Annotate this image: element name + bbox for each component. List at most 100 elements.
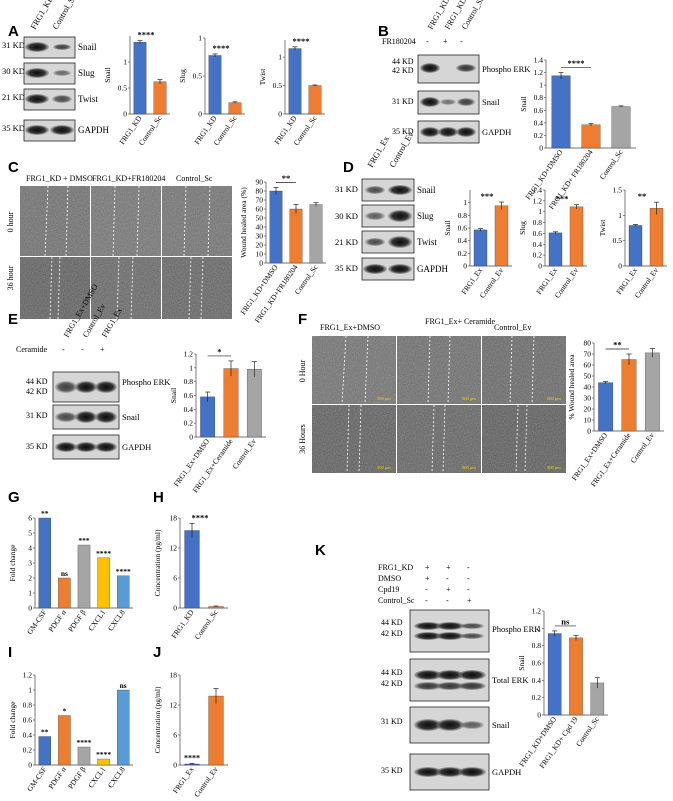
bar	[628, 225, 643, 267]
bar	[116, 575, 130, 609]
bar	[569, 206, 584, 267]
significance-mark: ns	[561, 616, 570, 626]
scale-label: 500 μm	[462, 465, 476, 470]
sign: -	[425, 596, 428, 605]
row-label: 36 hour	[6, 265, 15, 290]
micrograph: 500 μm	[482, 404, 566, 474]
micrograph	[20, 256, 90, 320]
tick-label: 0	[259, 259, 263, 268]
significance-mark: ns	[61, 569, 68, 578]
lane-label: Control_Sc	[50, 0, 78, 31]
band-label: GAPDH	[78, 125, 110, 135]
micrograph	[91, 185, 161, 257]
tick-label: 0	[278, 110, 282, 119]
tick-label: 0.4	[534, 118, 544, 127]
significance-mark: **	[41, 728, 49, 737]
significance-mark: ****	[96, 750, 111, 759]
tick-label: 0.8	[533, 218, 543, 227]
panel-label-d: D	[343, 159, 354, 176]
micrograph	[162, 256, 232, 320]
significance-mark: ****	[138, 30, 155, 40]
sign: +	[100, 345, 105, 354]
bar	[200, 396, 216, 438]
panel-f-micrographs: FRG1_Ex+DMSO FRG1_Ex+ Ceramide Control_E…	[298, 317, 566, 474]
panel-label-e: E	[8, 311, 18, 328]
tick-label: 70	[584, 350, 592, 359]
tick-label: 0	[173, 761, 177, 770]
tick-label: 1	[463, 198, 467, 207]
tick-label: 0	[463, 262, 467, 271]
category-label: Control_Ev	[192, 765, 220, 799]
condition-label: FRG1_KD	[378, 563, 413, 572]
panel-b-blot: FRG1_KD+DMSO FRG1_KD Control_Sc FR180204…	[382, 0, 531, 144]
bar	[494, 205, 509, 267]
blot-strip	[23, 62, 76, 85]
bar	[649, 208, 664, 267]
tick-label: 0	[618, 262, 622, 271]
panel-label-a: A	[8, 23, 19, 40]
bar	[551, 75, 571, 149]
tick-label: 0.4	[533, 240, 543, 249]
bar	[208, 55, 222, 115]
category-label: CXCL8	[106, 608, 127, 633]
category-label: Control_Ev	[231, 437, 259, 471]
category-label: CXCL8	[106, 765, 127, 790]
tick-label: 0.8	[458, 211, 468, 220]
blot-strip	[52, 371, 120, 403]
band-label: Phospho ERK	[122, 377, 171, 387]
bar	[621, 359, 637, 432]
tick-label: 0	[538, 262, 542, 271]
category-label: PDGF β	[66, 765, 88, 791]
tick-label: 0	[28, 604, 32, 613]
blot-strip	[361, 230, 415, 254]
kd-label: 21 KD	[335, 237, 358, 247]
tick-label: 0	[539, 144, 543, 153]
bar	[547, 633, 562, 716]
scale-label: 500 μm	[377, 465, 391, 470]
y-axis-label: Snail	[443, 220, 452, 235]
tick-label: 0.2	[534, 131, 544, 140]
significance-mark: ***	[556, 194, 569, 204]
y-axis-label: % Wound healed area	[567, 354, 576, 420]
panel-label-k: K	[315, 542, 326, 559]
treatment-label: FR180204	[382, 37, 416, 46]
band-label: Phospho ERK	[492, 624, 541, 634]
tick-label: 60	[584, 361, 592, 370]
bar	[598, 382, 614, 432]
tick-label: 0.2	[532, 693, 542, 702]
tick-label: 0.6	[458, 224, 468, 233]
tick-label: 1	[198, 34, 202, 43]
sign: -	[446, 596, 449, 605]
sign: +	[446, 585, 451, 594]
blot-strip	[23, 88, 76, 111]
kd-label: 35 KD	[392, 127, 414, 136]
tick-label: 1	[28, 686, 32, 695]
significance-mark: ****	[96, 549, 111, 558]
tick-label: 1	[278, 53, 282, 62]
panel-c-micrographs: FRG1_KD + DMSO FRG1_KD+FR180204 Control_…	[6, 174, 232, 320]
tick-label: 6	[173, 574, 177, 583]
bar	[77, 544, 91, 609]
panel-label-c: C	[8, 159, 19, 176]
tick-label: 0.2	[533, 251, 543, 260]
kd-label: 42 KD	[381, 679, 403, 688]
panel-label-f: F	[298, 311, 307, 328]
category-label: PDGF β	[66, 608, 88, 634]
kd-label: 31 KD	[2, 40, 25, 50]
significance-mark: **	[282, 173, 291, 183]
band-label: Twist	[78, 94, 98, 104]
tick-label: 60	[256, 205, 264, 214]
column-label: Control_Sc	[176, 174, 213, 183]
micrograph: 500 μm	[397, 404, 481, 474]
bar	[611, 106, 631, 149]
tick-label: 1.4	[533, 186, 543, 195]
y-axis-label: Snail	[103, 67, 112, 82]
chart-e-snail: 00.20.40.60.811.2SnailFRG1_Ex+DMSOFRG1_E…	[169, 346, 266, 494]
tick-label: 10	[584, 416, 592, 425]
kd-label: 30 KD	[2, 66, 25, 76]
y-axis-label: Fold change	[8, 544, 17, 582]
tick-label: 90	[256, 178, 264, 187]
